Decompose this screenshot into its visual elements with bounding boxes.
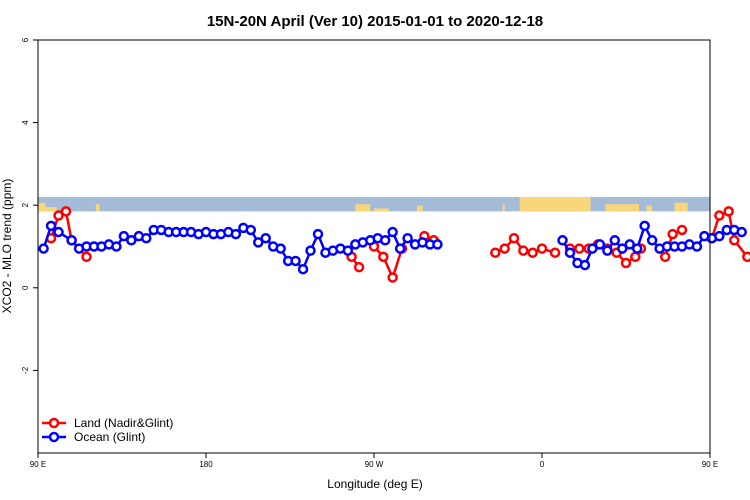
data-point bbox=[587, 243, 598, 254]
x-tick-label: 0 bbox=[540, 460, 545, 469]
data-point bbox=[60, 206, 72, 217]
data-point bbox=[297, 263, 309, 275]
legend: Land (Nadir&Glint) Ocean (Glint) bbox=[42, 416, 173, 444]
land-area bbox=[95, 204, 100, 212]
data-point bbox=[245, 224, 257, 236]
data-point bbox=[312, 228, 324, 240]
series-line bbox=[373, 245, 404, 279]
x-axis-label: Longitude (deg E) bbox=[327, 477, 422, 491]
data-point bbox=[549, 247, 561, 258]
data-point bbox=[275, 243, 286, 254]
legend-land-label: Land (Nadir&Glint) bbox=[74, 416, 173, 430]
data-point bbox=[66, 235, 77, 246]
data-point bbox=[639, 220, 650, 232]
data-point bbox=[38, 243, 49, 254]
data-point bbox=[342, 245, 354, 256]
data-point bbox=[230, 228, 242, 240]
data-point bbox=[499, 243, 510, 254]
series-ocean bbox=[38, 220, 747, 275]
legend-ocean-label: Ocean (Glint) bbox=[74, 430, 145, 444]
data-point bbox=[667, 228, 678, 240]
data-point bbox=[602, 245, 613, 256]
land-area bbox=[374, 208, 389, 212]
land-area bbox=[38, 202, 46, 212]
land-area bbox=[355, 204, 371, 212]
data-point bbox=[432, 239, 443, 250]
x-tick-label: 90 E bbox=[702, 460, 718, 469]
data-point bbox=[617, 243, 628, 254]
data-point bbox=[574, 243, 585, 254]
land-area bbox=[646, 205, 653, 212]
data-point bbox=[659, 251, 671, 263]
data-point bbox=[378, 251, 389, 263]
data-point bbox=[630, 251, 641, 263]
data-point bbox=[609, 235, 621, 246]
x-tick-label: 90 W bbox=[365, 460, 384, 469]
data-point bbox=[646, 235, 658, 246]
data-point bbox=[714, 230, 725, 242]
data-point bbox=[691, 241, 703, 252]
data-point bbox=[508, 232, 520, 244]
data-point bbox=[579, 259, 591, 271]
data-point bbox=[81, 251, 92, 263]
data-point bbox=[290, 255, 301, 267]
data-point bbox=[379, 235, 391, 246]
data-point bbox=[736, 226, 747, 238]
chart-title: 15N-20N April (Ver 10) 2015-01-01 to 202… bbox=[207, 13, 543, 30]
y-tick-label: 0 bbox=[21, 285, 30, 290]
y-tick-label: 6 bbox=[21, 37, 30, 42]
y-tick-label: 2 bbox=[21, 202, 30, 207]
data-point bbox=[714, 210, 725, 221]
data-point bbox=[353, 261, 365, 273]
data-point bbox=[118, 230, 130, 242]
data-point bbox=[676, 224, 688, 236]
y-tick-label: 4 bbox=[21, 120, 30, 125]
data-point bbox=[253, 237, 264, 248]
data-point bbox=[594, 239, 606, 250]
data-point bbox=[557, 235, 568, 246]
land-area bbox=[416, 205, 423, 212]
data-point bbox=[53, 210, 64, 221]
data-point bbox=[387, 272, 398, 283]
data-point bbox=[490, 247, 501, 258]
data-point bbox=[45, 220, 57, 232]
data-point bbox=[631, 243, 643, 254]
data-point bbox=[620, 257, 632, 269]
data-point bbox=[141, 232, 152, 244]
axes: 90 E 180 90 W 0 90 E -2 0 2 4 6 bbox=[21, 37, 718, 469]
x-tick-label: 180 bbox=[199, 460, 213, 469]
land-area bbox=[502, 204, 505, 212]
data-point bbox=[518, 245, 529, 256]
plot-area bbox=[38, 206, 750, 283]
data-point bbox=[564, 247, 576, 258]
data-point bbox=[624, 239, 635, 250]
y-axis-label: XCO2 - MLO trend (ppm) bbox=[0, 179, 14, 314]
land-area bbox=[605, 204, 640, 212]
x-tick-label: 90 E bbox=[30, 460, 46, 469]
data-point bbox=[402, 232, 413, 244]
data-point bbox=[729, 235, 740, 246]
data-point bbox=[305, 245, 316, 256]
data-point bbox=[260, 232, 271, 244]
legend-land-marker bbox=[48, 417, 60, 429]
data-point bbox=[53, 226, 64, 238]
land-area bbox=[674, 202, 688, 212]
data-point bbox=[742, 251, 750, 263]
land-area bbox=[519, 196, 591, 212]
data-point bbox=[126, 235, 137, 246]
land-mask-band bbox=[38, 196, 710, 212]
y-tick-label: -2 bbox=[21, 366, 30, 374]
data-point bbox=[527, 247, 538, 258]
data-point bbox=[394, 243, 406, 254]
legend-ocean-marker bbox=[48, 431, 60, 443]
data-point bbox=[111, 241, 122, 252]
data-point bbox=[723, 206, 734, 217]
data-point bbox=[536, 243, 548, 254]
land-area bbox=[45, 207, 57, 212]
data-point bbox=[387, 226, 398, 238]
